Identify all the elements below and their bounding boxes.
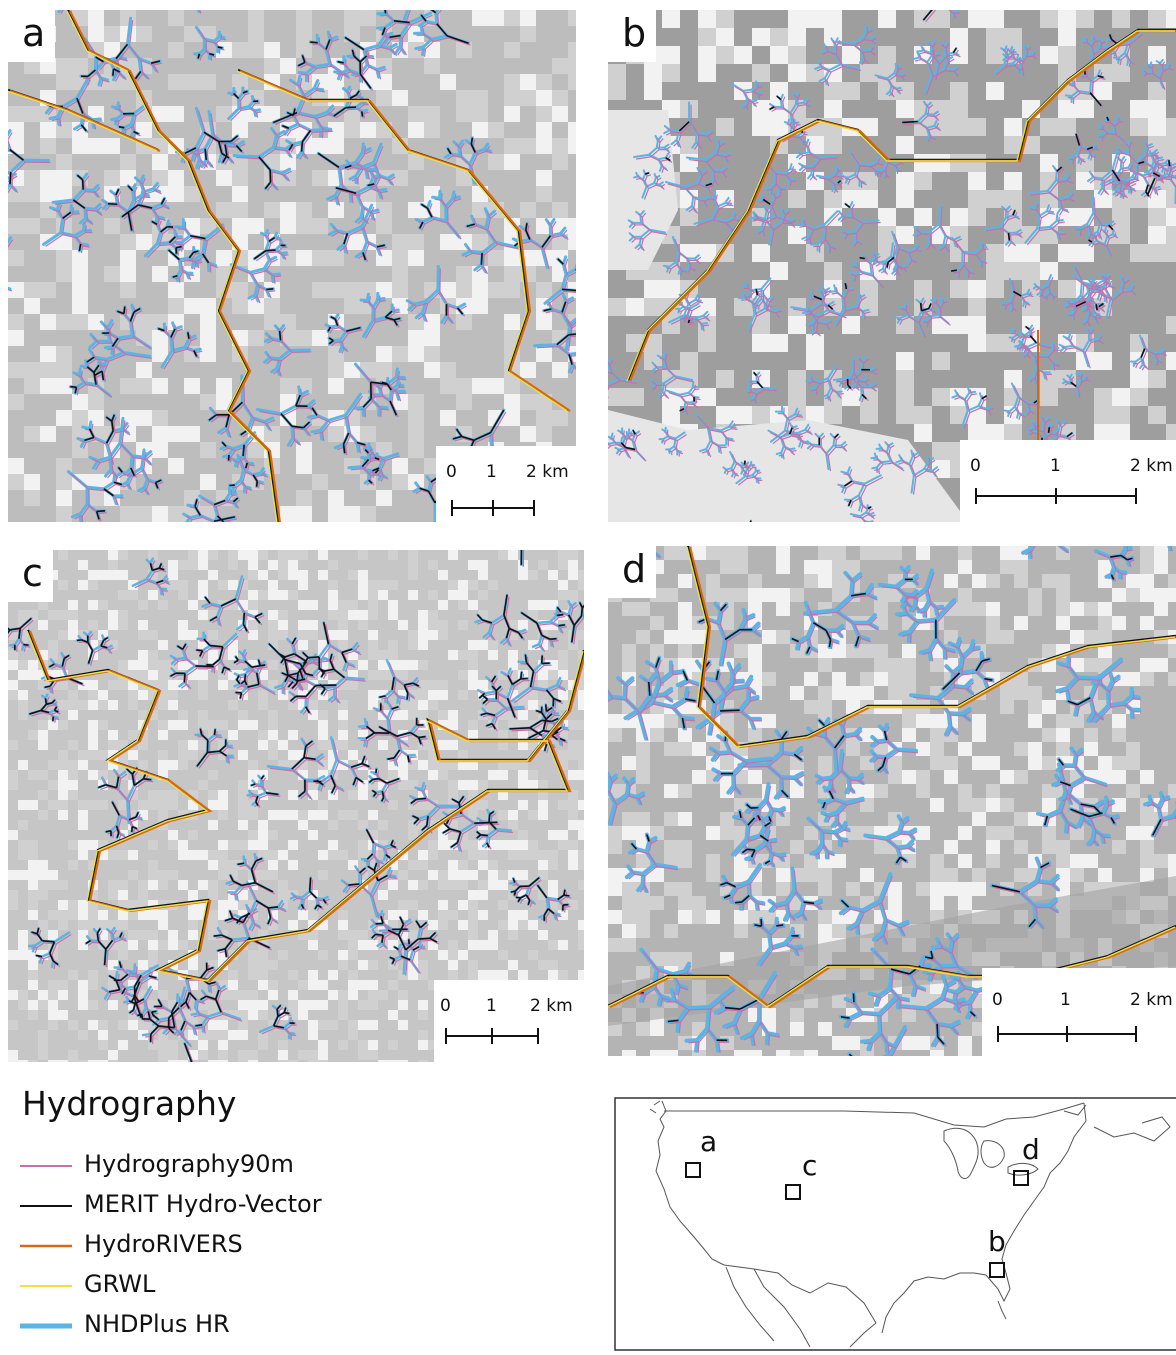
legend-item-grwl: GRWL bbox=[20, 1270, 440, 1300]
legend-title: Hydrography bbox=[22, 1084, 236, 1123]
legend-item-hydrography90m: Hydrography90m bbox=[20, 1150, 440, 1180]
legend-label: NHDPlus HR bbox=[84, 1310, 230, 1338]
panel-label-a: a bbox=[8, 10, 55, 62]
panel-label-d: d bbox=[608, 546, 656, 598]
legend-label: HydroRIVERS bbox=[84, 1230, 243, 1258]
legend-item-nhdplus-hr: NHDPlus HR bbox=[20, 1310, 440, 1340]
inset-label-c: c bbox=[802, 1149, 817, 1182]
legend-label: Hydrography90m bbox=[84, 1150, 294, 1178]
legend-label: GRWL bbox=[84, 1270, 155, 1298]
legend-swatch bbox=[20, 1270, 76, 1300]
scale-bar-d: 0 1 2 km bbox=[982, 968, 1176, 1056]
panel-label-b: b bbox=[608, 10, 656, 62]
map-panel-d: d 0 1 2 km bbox=[608, 546, 1176, 1056]
us-outline bbox=[614, 1097, 1176, 1351]
legend-item-hydrorivers: HydroRIVERS bbox=[20, 1230, 440, 1260]
legend-swatch bbox=[20, 1310, 76, 1340]
scale-bar-c: 0 1 2 km bbox=[434, 980, 584, 1062]
legend-item-merit-hydro-vector: MERIT Hydro-Vector bbox=[20, 1190, 440, 1220]
map-panel-b: b 0 1 2 km bbox=[608, 10, 1176, 522]
legend-swatch bbox=[20, 1150, 76, 1180]
scale-bar-a: 0 1 2 km bbox=[436, 446, 576, 522]
inset-label-b: b bbox=[988, 1225, 1006, 1258]
legend-swatch bbox=[20, 1190, 76, 1220]
panel-label-c: c bbox=[8, 550, 53, 602]
location-inset-map: a b c d bbox=[614, 1097, 1176, 1351]
scale-bar-b: 0 1 2 km bbox=[960, 440, 1176, 522]
map-panel-c: c 0 1 2 km bbox=[8, 550, 584, 1062]
inset-label-a: a bbox=[700, 1125, 717, 1158]
inset-label-d: d bbox=[1022, 1133, 1040, 1166]
map-panel-a: a 0 1 2 km bbox=[8, 10, 576, 522]
legend-swatch bbox=[20, 1230, 76, 1260]
legend-label: MERIT Hydro-Vector bbox=[84, 1190, 322, 1218]
